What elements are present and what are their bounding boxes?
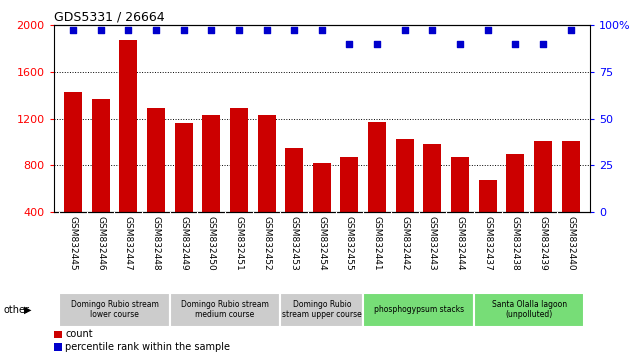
FancyBboxPatch shape — [59, 293, 170, 327]
Bar — [175, 123, 192, 259]
Point — [151, 28, 161, 33]
Point — [95, 28, 105, 33]
Point — [234, 28, 244, 33]
Bar — [313, 163, 331, 259]
Bar — [451, 157, 469, 259]
Bar — [562, 141, 580, 259]
Point — [261, 28, 271, 33]
Text: GSM832454: GSM832454 — [317, 216, 326, 271]
Bar — [119, 40, 138, 259]
Bar — [257, 115, 276, 259]
Bar — [203, 115, 220, 259]
Point — [289, 28, 299, 33]
Bar — [368, 122, 386, 259]
Bar — [534, 141, 552, 259]
Text: GSM832447: GSM832447 — [124, 216, 133, 271]
Text: GSM832448: GSM832448 — [151, 216, 160, 271]
Text: GSM832451: GSM832451 — [234, 216, 244, 271]
Text: GSM832437: GSM832437 — [483, 216, 492, 271]
Point — [399, 28, 410, 33]
Text: GSM832450: GSM832450 — [207, 216, 216, 271]
Text: Santa Olalla lagoon
(unpolluted): Santa Olalla lagoon (unpolluted) — [492, 300, 567, 319]
Text: Domingo Rubio
stream upper course: Domingo Rubio stream upper course — [282, 300, 362, 319]
Text: GSM832440: GSM832440 — [566, 216, 575, 271]
Text: GSM832453: GSM832453 — [290, 216, 298, 271]
Text: GDS5331 / 26664: GDS5331 / 26664 — [54, 11, 164, 24]
Point — [427, 28, 437, 33]
Text: Domingo Rubio stream
lower course: Domingo Rubio stream lower course — [71, 300, 158, 319]
Text: GSM832444: GSM832444 — [456, 216, 464, 271]
Text: GSM832445: GSM832445 — [69, 216, 78, 271]
Text: GSM832443: GSM832443 — [428, 216, 437, 271]
Bar — [479, 179, 497, 259]
Point — [317, 28, 327, 33]
Point — [345, 41, 355, 46]
Bar — [64, 92, 82, 259]
Text: phosphogypsum stacks: phosphogypsum stacks — [374, 305, 464, 314]
FancyBboxPatch shape — [280, 293, 363, 327]
Text: GSM832455: GSM832455 — [345, 216, 354, 271]
Bar — [54, 331, 62, 338]
Point — [510, 41, 521, 46]
Bar — [230, 108, 248, 259]
Text: other: other — [3, 305, 29, 315]
Text: GSM832442: GSM832442 — [400, 216, 410, 271]
Text: Domingo Rubio stream
medium course: Domingo Rubio stream medium course — [181, 300, 269, 319]
Point — [68, 28, 78, 33]
Text: GSM832438: GSM832438 — [511, 216, 520, 271]
Text: ▶: ▶ — [24, 305, 32, 315]
Bar — [506, 154, 524, 259]
Bar — [285, 148, 303, 259]
Text: GSM832449: GSM832449 — [179, 216, 188, 271]
Point — [483, 28, 493, 33]
FancyBboxPatch shape — [170, 293, 280, 327]
Point — [565, 28, 575, 33]
Point — [206, 28, 216, 33]
Bar — [396, 138, 414, 259]
Text: count: count — [66, 329, 93, 339]
Point — [538, 41, 548, 46]
FancyBboxPatch shape — [474, 293, 584, 327]
Point — [179, 28, 189, 33]
Bar — [341, 157, 358, 259]
Bar — [423, 144, 441, 259]
Bar — [54, 343, 62, 351]
Text: GSM832439: GSM832439 — [538, 216, 548, 271]
Point — [123, 28, 133, 33]
Text: GSM832446: GSM832446 — [96, 216, 105, 271]
Bar — [147, 108, 165, 259]
Text: GSM832452: GSM832452 — [262, 216, 271, 271]
Bar — [91, 99, 110, 259]
Text: percentile rank within the sample: percentile rank within the sample — [66, 342, 230, 352]
Text: GSM832441: GSM832441 — [372, 216, 382, 271]
FancyBboxPatch shape — [363, 293, 474, 327]
Point — [455, 41, 465, 46]
Point — [372, 41, 382, 46]
